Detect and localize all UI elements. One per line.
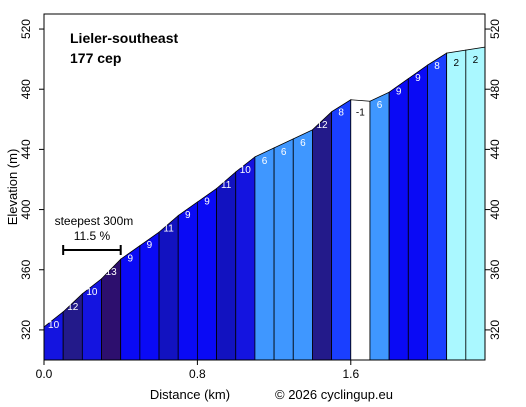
y-tick-label-left-320: 320: [19, 320, 33, 340]
segment-bar-12: [254, 147, 275, 361]
steepest-value: 11.5 %: [74, 229, 111, 243]
y-tick-label-left-400: 400: [19, 199, 33, 219]
x-tick-label-1: 0.8: [189, 367, 206, 381]
y-tick-label-right-400: 400: [488, 199, 502, 219]
segment-label-8: 9: [185, 210, 191, 221]
y-tick-label-right-520: 520: [488, 19, 502, 39]
segment-bar-18: [369, 91, 390, 361]
y-tick-label-left-480: 480: [19, 79, 33, 99]
segment-bar-9: [196, 187, 217, 361]
segment-label-15: 12: [316, 120, 328, 131]
segments-layer: [43, 46, 486, 361]
segment-bar-6: [139, 231, 160, 361]
segment-label-5: 9: [128, 254, 134, 265]
segment-bar-11: [235, 156, 256, 361]
x-tick-label-2: 1.6: [342, 367, 359, 381]
ticks-layer: 320 320 360 360 400 400 440 440 480 480 520 520 0.0 0…: [19, 19, 502, 381]
credit-text: © 2026 cyclingup.eu: [275, 387, 393, 402]
segment-label-21: 8: [434, 61, 440, 72]
segment-label-11: 10: [240, 165, 252, 176]
segment-label-4: 13: [106, 267, 118, 278]
y-tick-label-right-360: 360: [488, 259, 502, 279]
chart-title: Lieler-southeast: [70, 30, 178, 46]
plot-frame: [43, 13, 486, 361]
segment-bar-17: [350, 99, 371, 361]
x-axis-title: Distance (km): [150, 387, 230, 402]
y-tick-label-right-480: 480: [488, 79, 502, 99]
segment-label-17: -1: [356, 108, 365, 119]
y-tick-label-right-440: 440: [488, 139, 502, 159]
segment-label-22: 2: [453, 58, 459, 69]
segment-bar-22: [446, 49, 467, 361]
segment-label-13: 6: [281, 147, 287, 158]
segment-label-6: 9: [147, 240, 153, 251]
segment-bar-8: [177, 201, 198, 361]
segment-label-2: 12: [67, 302, 79, 313]
segment-label-23: 2: [473, 55, 479, 66]
segment-labels-layer: 10 12 10 13 9 9 11 9 9 11 10 6 6 6 12 8 -1 6 9 9 8 2 2: [48, 55, 479, 331]
segment-bar-21: [427, 52, 448, 361]
x-tick-label-0: 0.0: [36, 367, 53, 381]
segment-label-19: 9: [396, 87, 402, 98]
chart-subtitle: 177 сер: [70, 50, 121, 66]
segment-label-3: 10: [86, 287, 98, 298]
segment-bar-15: [312, 110, 333, 361]
segment-label-9: 9: [204, 197, 210, 208]
segment-bar-13: [273, 138, 294, 361]
y-tick-label-left-520: 520: [19, 19, 33, 39]
segment-label-18: 6: [377, 100, 383, 111]
steepest-label: steepest 300m: [55, 214, 134, 228]
y-axis-title: Elevation (m): [5, 149, 20, 226]
segment-bar-23: [465, 46, 486, 361]
segment-bar-20: [407, 64, 428, 361]
segment-bar-7: [158, 214, 179, 361]
segment-label-10: 11: [221, 180, 232, 191]
y-tick-label-right-320: 320: [488, 320, 502, 340]
segment-bar-14: [292, 129, 313, 361]
segment-label-14: 6: [300, 138, 306, 149]
segment-label-20: 9: [415, 73, 421, 84]
segment-label-16: 8: [338, 108, 344, 119]
segment-bar-16: [331, 99, 352, 361]
segment-bar-19: [388, 77, 409, 361]
segment-label-12: 6: [262, 156, 268, 167]
segment-label-7: 11: [163, 224, 174, 235]
segment-bar-10: [216, 171, 237, 361]
segment-label-1: 10: [48, 320, 60, 331]
y-tick-label-left-360: 360: [19, 259, 33, 279]
steepest-marker: [62, 245, 122, 255]
y-tick-label-left-440: 440: [19, 139, 33, 159]
